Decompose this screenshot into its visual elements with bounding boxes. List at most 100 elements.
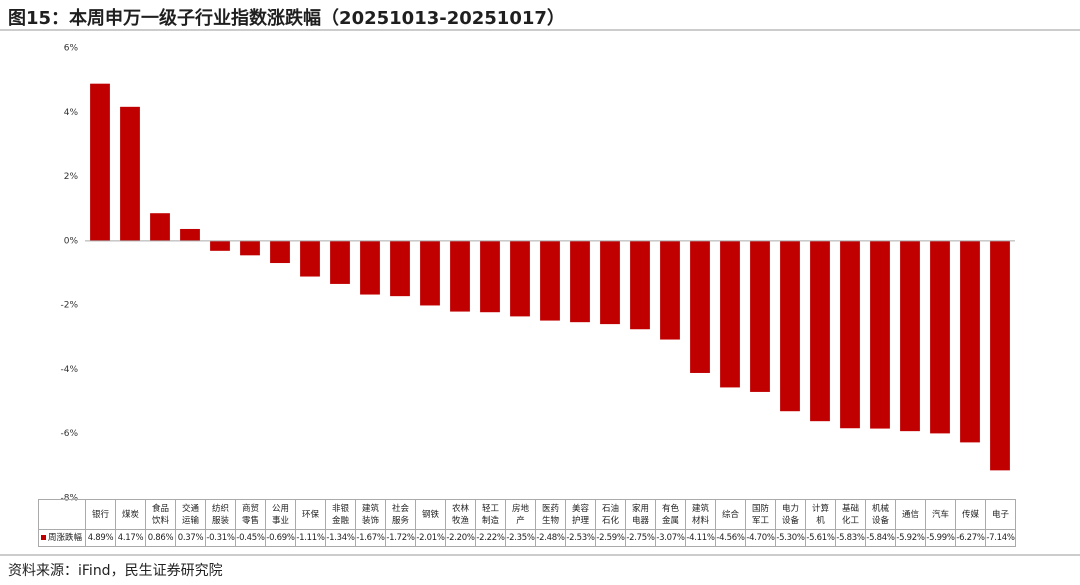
bar	[330, 240, 350, 284]
value-label: 4.17%	[115, 529, 146, 547]
x-tick-label: 社会服务	[385, 499, 416, 530]
x-tick-label: 汽车	[925, 499, 956, 530]
value-label: -2.35%	[505, 529, 536, 547]
bar	[270, 240, 290, 264]
value-label: -2.75%	[625, 529, 656, 547]
value-label: -0.31%	[205, 529, 236, 547]
y-tick-label: -2%	[60, 301, 78, 311]
x-tick-label: 交通运输	[175, 499, 206, 530]
bar	[240, 240, 260, 256]
bar	[870, 240, 890, 429]
bar	[360, 240, 380, 295]
bar	[600, 240, 620, 325]
value-label: -0.69%	[265, 529, 296, 547]
y-tick-label: -6%	[60, 429, 78, 439]
value-label: -2.53%	[565, 529, 596, 547]
value-label: 0.86%	[145, 529, 176, 547]
value-label: -2.01%	[415, 529, 446, 547]
bar	[120, 106, 140, 241]
bar	[660, 240, 680, 340]
bar	[900, 240, 920, 432]
x-tick-label: 银行	[85, 499, 116, 530]
bar	[510, 240, 530, 317]
value-row: 周涨跌幅 4.89% 4.17% 0.86% 0.37% -0.31% -0.45% -0.6…	[38, 529, 1016, 547]
y-tick-label: 4%	[64, 108, 79, 118]
x-tick-label: 食品饮料	[145, 499, 176, 530]
bar	[420, 240, 440, 306]
bar	[540, 240, 560, 321]
x-tick-label: 纺织服装	[205, 499, 236, 530]
bar	[480, 240, 500, 313]
y-tick-label: -8%	[60, 494, 78, 504]
value-label: -2.48%	[535, 529, 566, 547]
bar	[930, 240, 950, 434]
data-table: 银行 煤炭 食品饮料 交通运输 纺织服装 商贸零售 公用事业 环保 非银金融 建筑装饰 社会服务 钢铁…	[38, 499, 1016, 547]
value-label: -4.70%	[745, 529, 776, 547]
bar	[810, 240, 830, 422]
bar	[300, 240, 320, 277]
y-tick-label: 0%	[64, 236, 79, 246]
x-tick-label: 医药生物	[535, 499, 566, 530]
x-tick-label: 机械设备	[865, 499, 896, 530]
x-tick-label: 建筑装饰	[355, 499, 386, 530]
value-label: -7.14%	[985, 529, 1016, 547]
x-tick-label: 基础化工	[835, 499, 866, 530]
x-tick-label: 商贸零售	[235, 499, 266, 530]
bar	[390, 240, 410, 297]
bar	[630, 240, 650, 330]
category-row: 银行 煤炭 食品饮料 交通运输 纺织服装 商贸零售 公用事业 环保 非银金融 建筑装饰 社会服务 钢铁…	[38, 499, 1016, 530]
value-label: -5.99%	[925, 529, 956, 547]
value-label: -5.83%	[835, 529, 866, 547]
x-tick-label: 通信	[895, 499, 926, 530]
value-label: -6.27%	[955, 529, 986, 547]
bar	[450, 240, 470, 312]
value-label: -2.20%	[445, 529, 476, 547]
x-tick-label: 钢铁	[415, 499, 446, 530]
x-tick-label: 非银金融	[325, 499, 356, 530]
x-tick-label: 综合	[715, 499, 746, 530]
bar	[180, 228, 200, 241]
x-tick-label: 房地产	[505, 499, 536, 530]
table-corner	[38, 499, 86, 530]
value-label: -0.45%	[235, 529, 266, 547]
value-label: -4.56%	[715, 529, 746, 547]
y-tick-label: 6%	[64, 44, 79, 54]
bar	[690, 240, 710, 373]
legend: 周涨跌幅	[38, 529, 86, 547]
bar	[750, 240, 770, 392]
value-label: -3.07%	[655, 529, 686, 547]
x-tick-label: 国防军工	[745, 499, 776, 530]
x-tick-label: 电子	[985, 499, 1016, 530]
x-tick-label: 建筑材料	[685, 499, 716, 530]
chart-title: 图15：本周申万一级子行业指数涨跌幅（20251013-20251017）	[8, 8, 565, 29]
x-tick-label: 美容护理	[565, 499, 596, 530]
value-label: -5.30%	[775, 529, 806, 547]
bar	[570, 240, 590, 323]
value-label: -5.92%	[895, 529, 926, 547]
value-label: -2.59%	[595, 529, 626, 547]
y-tick-label: -4%	[60, 365, 78, 375]
value-label: -4.11%	[685, 529, 716, 547]
bar	[990, 240, 1010, 471]
value-label: -5.61%	[805, 529, 836, 547]
value-label: -2.22%	[475, 529, 506, 547]
value-label: 0.37%	[175, 529, 206, 547]
bar	[90, 83, 110, 241]
bar	[780, 240, 800, 412]
legend-label: 周涨跌幅	[48, 533, 83, 543]
x-tick-label: 农林牧渔	[445, 499, 476, 530]
value-label: -1.67%	[355, 529, 386, 547]
legend-swatch	[41, 535, 46, 540]
x-tick-label: 轻工制造	[475, 499, 506, 530]
x-tick-label: 石油石化	[595, 499, 626, 530]
x-tick-label: 公用事业	[265, 499, 296, 530]
x-tick-label: 计算机	[805, 499, 836, 530]
bar	[720, 240, 740, 388]
value-label: -1.34%	[325, 529, 356, 547]
bar	[210, 240, 230, 251]
bar	[150, 213, 170, 241]
x-tick-label: 电力设备	[775, 499, 806, 530]
y-tick-label: 2%	[64, 172, 79, 182]
